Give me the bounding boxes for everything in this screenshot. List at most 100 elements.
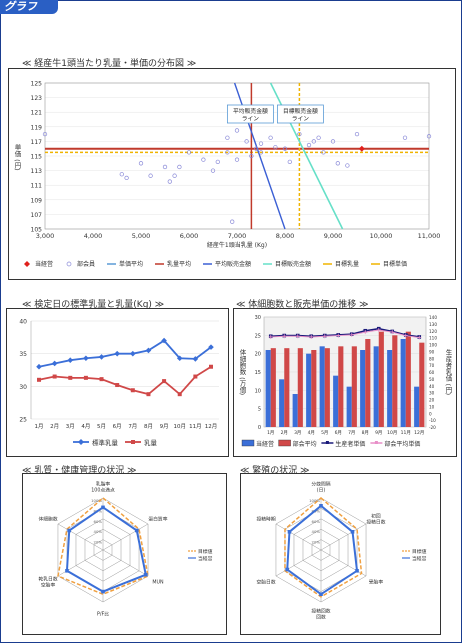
ring-label: 40% [312,529,321,534]
legend-marker [131,440,135,444]
y-tick-label: 5 [258,407,261,413]
x-tick-label: 8月 [144,423,153,430]
radar-series [284,497,363,598]
bar-member-avg [270,348,276,427]
annotation-label: ライン [292,116,310,123]
somatic-panel: 0 5 10 15 20 25 30 -20 -10 0 10 20 30 40 50 60 70 80 90 100… [233,308,457,457]
legend-label: 部会平均単価 [384,440,420,448]
member-point [297,131,302,137]
axis-label: MUN [152,580,164,586]
x-tick-label: 9月 [375,430,382,436]
section-title-somatic: ≪ 体細胞数と販売単価の推移 ≫ [236,300,369,310]
x-tick-label: 10月 [387,430,397,436]
radar-point [143,572,148,577]
series-point [403,333,408,338]
legend-label: 当経営 [412,555,427,562]
y2-tick-label: -10 [429,418,436,423]
section-title-milk: ≪ 検定日の標準乳量と乳量(Kg) ≫ [22,300,165,310]
y-tick-label: 30 [255,315,261,321]
member-point [210,168,216,173]
member-point [234,157,240,162]
ring-label: 100% [91,498,102,503]
bar-member-avg [297,348,303,427]
legend-label: 生産者単価 [335,440,365,448]
x-tick-label: 4月 [308,430,315,436]
series-point [192,356,199,362]
legend-marker [374,441,378,444]
x-tick-label: 5,000 [132,232,151,240]
y2-tick-label: 90 [429,349,435,354]
series-point [417,335,422,340]
x-tick-label: 7月 [348,430,355,436]
member-point [138,161,144,166]
bar-member-avg [284,348,290,427]
radar-spoke [320,523,367,551]
member-point [162,164,168,170]
x-tick-label: 4,000 [84,232,103,240]
legend-label: 部会員 [77,260,95,268]
y2-axis-label: 生産者乳価 (円) [444,348,452,395]
bar-own [414,386,420,427]
x-tick-label: 8,000 [276,232,295,240]
legend-label: 目標販売金額 [275,260,311,268]
series-point [268,334,273,339]
series-point [309,334,314,339]
y2-tick-label: -20 [429,425,436,430]
radar-point [101,505,105,510]
legend-label: 目標値 [412,548,427,555]
x-tick-label: 12月 [205,423,218,430]
bar-member-avg [405,331,411,427]
x-tick-label: 10月 [173,423,186,430]
x-tick-label: 5月 [321,430,328,436]
y-axis-label: 体細胞数 (万個) [238,348,246,395]
radar-point [101,589,105,594]
y-tick-label: 121 [31,110,43,117]
member-point [225,135,230,140]
member-point [335,161,340,166]
axis-label: (日) [317,488,326,494]
series-point [390,330,395,335]
y2-tick-label: 100 [429,343,437,348]
x-tick-label: 7月 [128,423,137,430]
series-point [115,383,120,388]
x-axis-label: 経産牛1頭当乳量 (Kg) [207,241,267,249]
section-title-distribution: ≪ 経産牛1頭当たり乳量・単価の分布図 ≫ [22,59,197,69]
x-tick-label: 10,000 [370,232,393,240]
member-point [426,134,432,139]
bar-own [333,375,339,427]
section-title-breeding: ≪ 繁殖の状況 ≫ [240,466,310,476]
series-point [322,334,327,339]
member-point [268,135,273,140]
bar-own [346,386,352,427]
breeding-radar-chart: 20%40%60%80%100%分娩間隔(日)初回授精日数受胎率授精回数回数空胎… [256,481,427,621]
bar-own [306,353,312,427]
ring-label: 60% [94,519,103,524]
bar-own [387,350,393,427]
x-tick-label: 9月 [160,423,169,430]
quality-radar-chart: 20%40%60%80%100%乳脂率100点満点蛋白質率MUNP/F比乾乳日数… [38,481,212,618]
x-tick-label: 3,000 [36,232,55,240]
member-point [316,135,321,140]
graph-tab[interactable]: グラフ [0,0,58,14]
y-tick-label: 10 [255,388,261,394]
axis-label: 乳脂率 [96,481,111,488]
series-point [83,355,89,362]
radar-spoke [275,549,322,577]
member-point [124,175,129,181]
axis-label: 回数 [316,613,326,620]
member-point [234,128,240,133]
ring-label: 20% [312,540,321,545]
legend-marker [241,439,255,447]
bar-member-avg [338,346,344,427]
axis-label: 乾乳日数 [38,576,57,583]
member-point [287,159,292,164]
series-point [98,354,105,360]
member-point [330,139,336,144]
annotation-label: 平均販売金額 [233,107,268,115]
axis-label: 100点満点 [91,487,115,494]
bar-member-avg [351,346,357,427]
member-point [201,157,206,162]
series-point [295,334,300,339]
radar-point [319,592,323,596]
axis-label: 分娩間隔 [311,481,330,488]
